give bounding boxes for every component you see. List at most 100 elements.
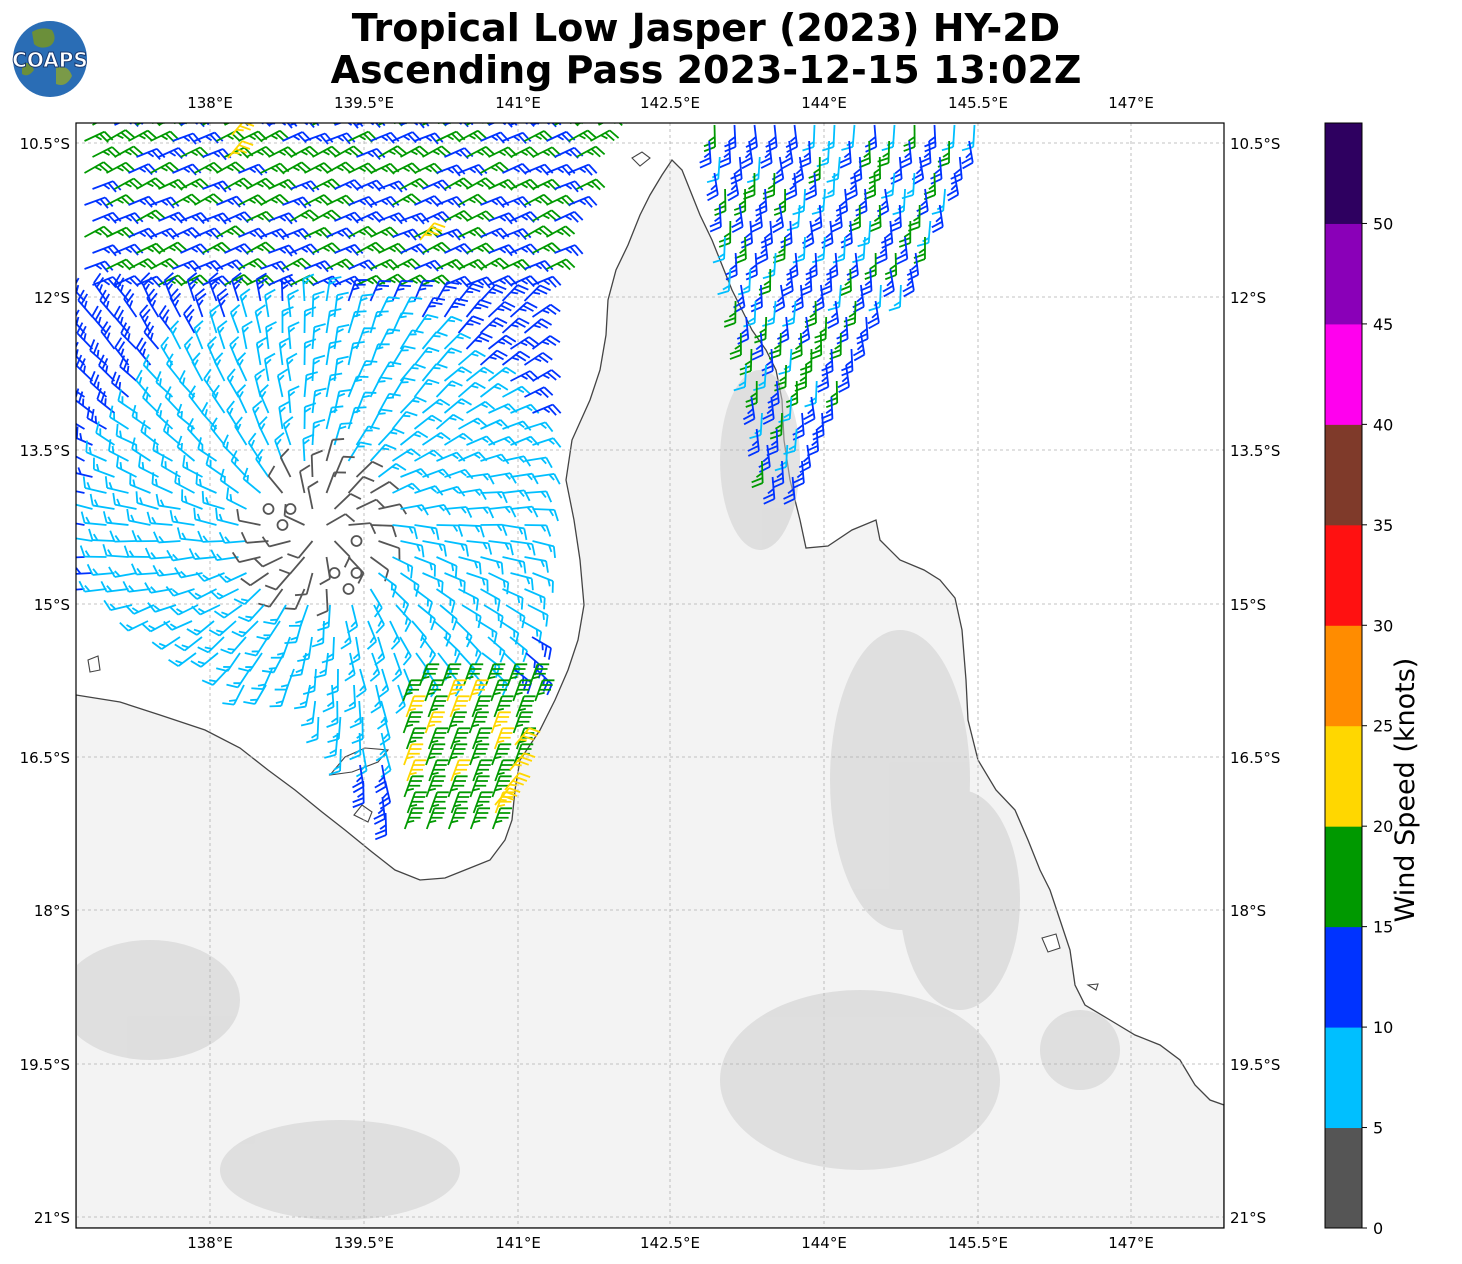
wind-barb — [379, 716, 391, 746]
wind-barb — [786, 252, 799, 281]
wind-barb — [524, 352, 553, 366]
wind-barb — [768, 332, 782, 360]
wind-barb — [306, 716, 320, 744]
wind-barb — [290, 243, 320, 256]
wind-barb — [311, 620, 325, 648]
wind-barb — [210, 549, 239, 562]
wind-barb — [217, 572, 247, 584]
wind-barb — [406, 791, 427, 814]
wind-barb — [155, 402, 174, 430]
wind-barb — [750, 204, 763, 233]
wind-barb — [348, 636, 361, 666]
lat-tick-label: 16.5°S — [20, 749, 70, 767]
wind-barb — [174, 470, 195, 494]
colorbar-segment — [1325, 424, 1362, 526]
wind-barb — [369, 279, 392, 302]
wind-barb — [447, 743, 468, 766]
wind-barb — [435, 315, 463, 334]
wind-barb — [510, 472, 539, 485]
wind-barb — [488, 435, 518, 447]
wind-barb — [392, 228, 422, 241]
wind-barb — [246, 177, 276, 190]
wind-barb — [875, 236, 888, 265]
wind-barb — [479, 283, 507, 302]
lon-tick-label: 141°E — [495, 1234, 541, 1252]
wind-barb — [731, 204, 744, 234]
wind-barb — [435, 380, 463, 398]
wind-barb — [458, 193, 488, 206]
colorbar-tick-label: 45 — [1373, 315, 1393, 334]
wind-barb — [507, 663, 528, 686]
wind-barb — [422, 540, 447, 557]
colorbar-tick-label: 10 — [1373, 1018, 1393, 1037]
wind-barb — [465, 636, 482, 664]
wind-barb — [348, 225, 378, 238]
wind-barb — [378, 145, 408, 158]
wind-barb — [194, 288, 207, 318]
wind-barb — [85, 440, 107, 462]
wind-barb — [229, 304, 241, 334]
wind-barb — [414, 449, 444, 462]
lon-tick-label: 138°E — [187, 1234, 233, 1252]
wind-barb — [778, 348, 793, 376]
colorbar-tick-label: 0 — [1373, 1219, 1383, 1238]
wind-barb — [333, 389, 351, 414]
wind-barb — [405, 695, 426, 718]
wind-barb — [776, 316, 790, 345]
wind-barb — [465, 299, 492, 318]
wind-barb — [706, 172, 719, 202]
wind-barb — [355, 391, 377, 414]
wind-barb — [340, 620, 352, 650]
wind-barb — [524, 524, 552, 537]
colorbar-tick-label: 5 — [1373, 1119, 1383, 1138]
wind-barb — [163, 620, 193, 631]
wind-barb — [316, 588, 329, 617]
wind-barb — [283, 588, 306, 610]
calm-circle — [350, 567, 363, 579]
wind-barb — [443, 398, 472, 414]
wind-barb — [524, 193, 554, 206]
colorbar-tick-label: 30 — [1373, 616, 1393, 635]
wind-barb — [576, 145, 606, 158]
wind-barb — [902, 268, 915, 298]
wind-barb — [479, 382, 509, 398]
wind-barb — [745, 124, 758, 153]
wind-barb — [76, 497, 93, 510]
wind-barb — [216, 225, 246, 238]
wind-barb — [447, 775, 468, 798]
wind-barb — [303, 338, 317, 366]
wind-barb — [534, 679, 555, 702]
wind-barb — [349, 700, 362, 729]
wind-barb — [208, 272, 221, 302]
wind-barb — [282, 257, 312, 270]
wind-barb — [369, 408, 393, 430]
wind-barb — [590, 129, 620, 142]
wind-barb — [284, 620, 303, 645]
wind-barb — [174, 567, 203, 579]
wind-barb — [216, 161, 246, 174]
wind-barb — [792, 412, 805, 441]
wind-barb — [378, 668, 390, 698]
wind-barb — [103, 599, 133, 612]
wind-barb — [347, 279, 368, 302]
wind-barb — [102, 511, 129, 526]
wind-barb — [120, 322, 138, 350]
wind-barb — [419, 222, 446, 241]
wind-barb — [502, 196, 532, 209]
wind-barb — [76, 388, 94, 414]
colorbar-segment — [1325, 625, 1362, 727]
calm-circle — [328, 567, 341, 579]
wind-barb — [261, 652, 285, 674]
wind-barb — [554, 210, 584, 223]
wind-barb — [446, 679, 467, 702]
wind-barb — [446, 711, 467, 734]
wind-barb — [290, 180, 320, 193]
wind-barb — [931, 204, 944, 234]
wind-barb — [532, 437, 562, 448]
wind-barb — [91, 305, 108, 334]
wind-barb — [458, 556, 482, 575]
lat-tick-label: 15°S — [1230, 596, 1266, 614]
wind-barb — [326, 161, 356, 174]
colorbar-tick-label: 35 — [1373, 516, 1393, 535]
